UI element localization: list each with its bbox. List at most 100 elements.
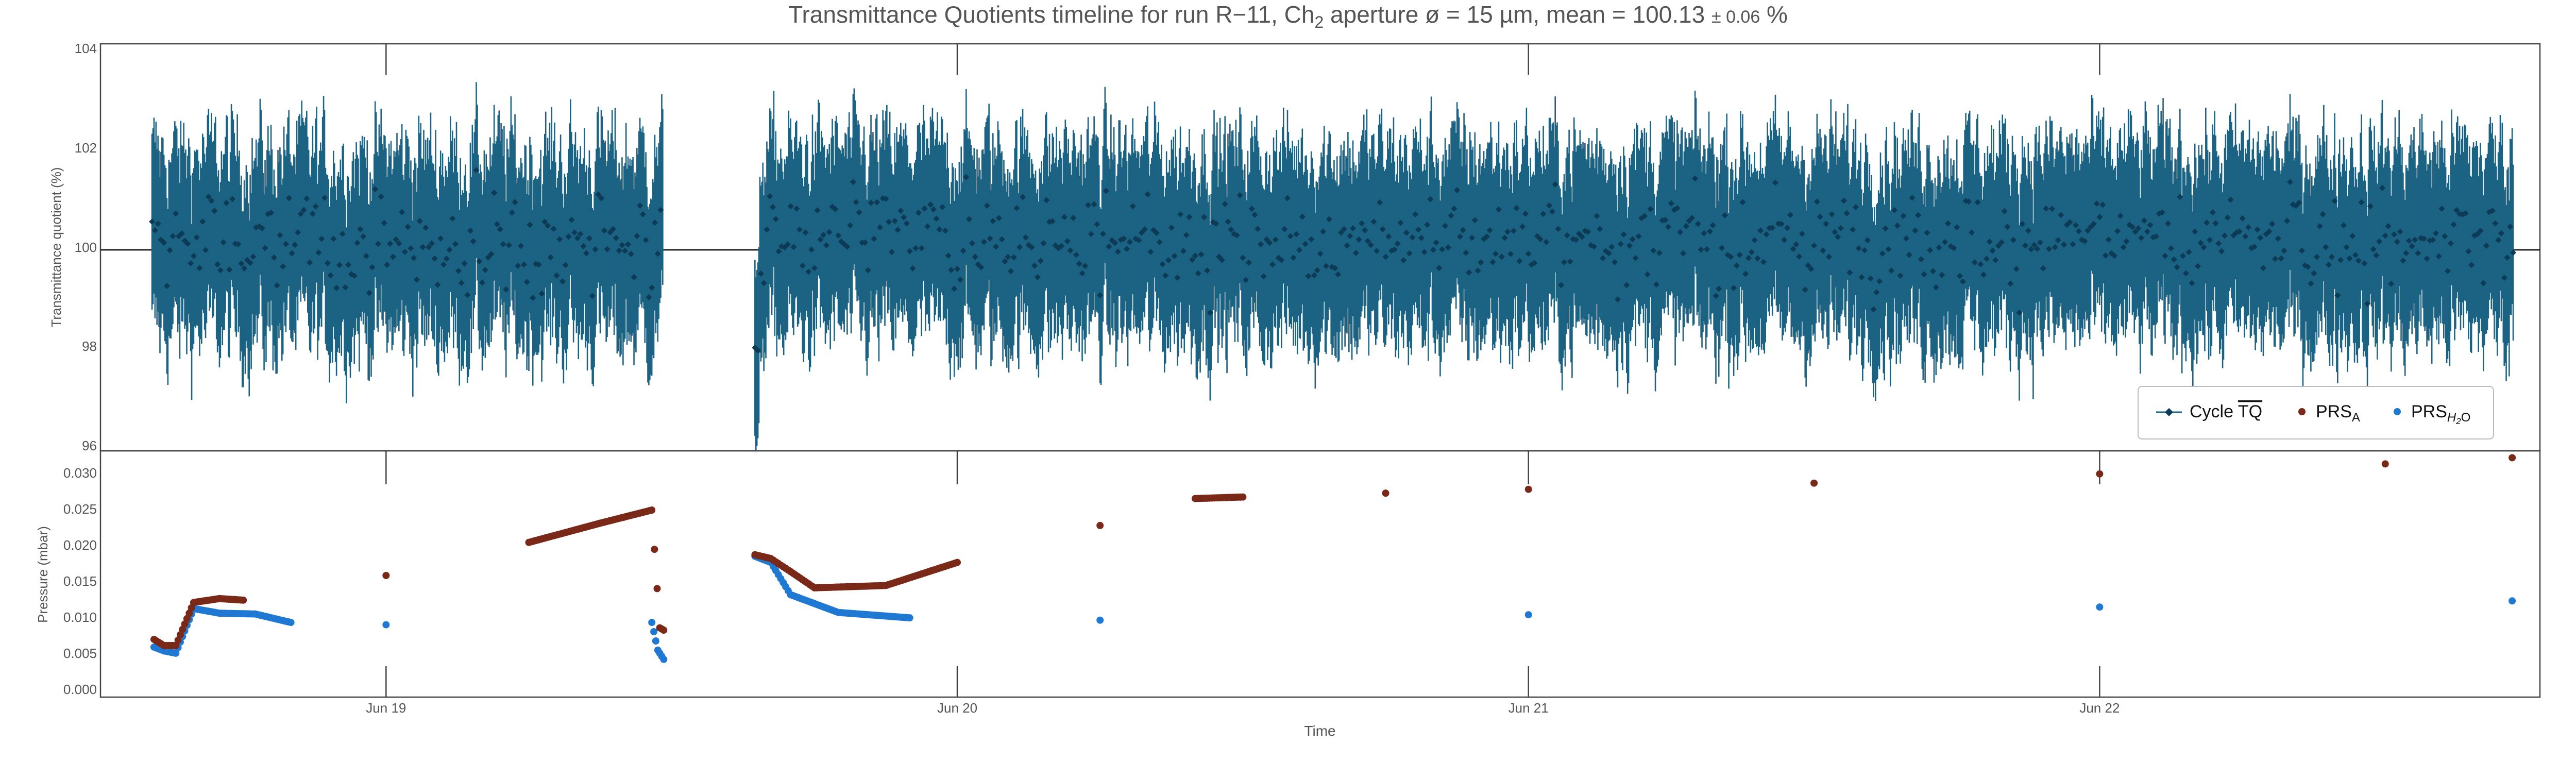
tq-marker xyxy=(214,261,221,268)
tq-marker xyxy=(1951,245,1957,251)
tq-marker xyxy=(184,240,191,247)
tq-marker xyxy=(178,230,185,236)
tq-marker xyxy=(2331,198,2338,205)
tq-marker xyxy=(2075,228,2082,234)
tq-marker xyxy=(757,270,764,277)
tq-marker xyxy=(2165,220,2172,227)
tq-marker xyxy=(1546,202,1553,209)
tq-marker xyxy=(796,226,803,233)
tq-marker xyxy=(1302,241,1309,247)
tq-marker xyxy=(1882,225,1889,232)
title-part-sub: 2 xyxy=(1314,13,1324,31)
tq-marker xyxy=(1823,221,1829,227)
tq-marker xyxy=(208,197,215,204)
tq-marker xyxy=(2239,215,2246,222)
tq-marker xyxy=(238,260,245,267)
tq-marker xyxy=(2364,300,2371,307)
tq-marker xyxy=(401,248,408,255)
tq-marker xyxy=(1564,232,1570,239)
tq-marker xyxy=(1680,250,1686,257)
tq-marker xyxy=(960,247,967,254)
legend-prs-h2o-text: PRS xyxy=(2411,402,2447,421)
tq-marker xyxy=(865,267,871,274)
tq-marker xyxy=(853,199,859,206)
tq-marker xyxy=(811,265,818,272)
tq-marker xyxy=(1956,273,1963,279)
tq-marker xyxy=(467,227,473,234)
tq-marker xyxy=(1347,233,1353,240)
tq-marker xyxy=(912,245,919,251)
tq-marker xyxy=(586,235,592,242)
tq-marker xyxy=(2489,207,2496,214)
tq-marker xyxy=(1391,246,1398,253)
tq-marker xyxy=(583,250,590,257)
tq-marker xyxy=(559,278,566,285)
tq-marker xyxy=(1364,238,1371,244)
tq-marker xyxy=(2022,242,2029,249)
prs-a-point xyxy=(648,506,656,514)
tq-marker xyxy=(2304,263,2311,270)
tq-marker xyxy=(1424,222,1431,228)
tq-marker xyxy=(2236,228,2243,235)
tq-marker xyxy=(1995,242,2002,249)
tq-marker xyxy=(2102,252,2109,259)
tq-marker xyxy=(598,195,605,201)
tq-marker xyxy=(2197,240,2204,246)
tq-marker xyxy=(312,203,319,210)
tq-marker xyxy=(2001,208,2008,214)
tq-marker xyxy=(1626,243,1633,249)
tq-marker xyxy=(1103,188,1109,194)
tq-marker xyxy=(1489,259,1496,265)
tq-marker xyxy=(577,231,584,238)
tq-marker xyxy=(966,216,973,223)
tq-marker xyxy=(2337,257,2344,263)
tq-marker xyxy=(1825,253,1832,260)
tq-marker xyxy=(2245,224,2252,231)
tq-marker xyxy=(1144,191,1151,198)
tq-marker xyxy=(2242,233,2249,240)
tq-marker xyxy=(1843,210,1850,217)
tq-marker xyxy=(1873,289,1880,296)
tq-marker xyxy=(366,290,372,296)
tq-marker xyxy=(1706,228,1713,235)
tq-marker xyxy=(1585,228,1591,235)
tq-marker xyxy=(1174,275,1181,281)
tq-marker xyxy=(1136,237,1142,244)
tq-marker xyxy=(1374,248,1380,255)
tq-marker xyxy=(1156,239,1163,245)
tq-marker xyxy=(500,241,506,247)
tq-marker xyxy=(2061,241,2067,248)
prs-h2o-point xyxy=(660,655,668,663)
tq-marker xyxy=(2221,232,2228,239)
tq-marker xyxy=(1647,206,1654,212)
tq-marker xyxy=(387,240,394,247)
tq-marker xyxy=(1097,292,1104,298)
top-ytick-label: 100 xyxy=(75,240,97,255)
tq-marker xyxy=(330,235,337,242)
tq-marker xyxy=(1466,269,1472,276)
tq-marker xyxy=(1924,229,1930,236)
tq-marker xyxy=(1233,232,1240,239)
tq-marker xyxy=(289,250,295,257)
tq-marker xyxy=(1385,233,1392,240)
tq-marker xyxy=(2007,280,2014,287)
tq-marker xyxy=(163,282,170,289)
tq-marker xyxy=(449,215,456,222)
tq-marker xyxy=(1281,226,1288,232)
tq-marker xyxy=(1337,229,1344,236)
tq-marker xyxy=(1088,231,1094,238)
tq-marker xyxy=(419,244,426,250)
tq-marker xyxy=(1885,246,1892,252)
tq-marker xyxy=(793,205,800,212)
tq-marker xyxy=(957,276,963,283)
tq-marker xyxy=(217,267,224,274)
tq-marker xyxy=(657,207,664,213)
tq-marker xyxy=(1635,233,1642,240)
tq-marker xyxy=(2400,257,2406,264)
tq-marker xyxy=(550,225,557,232)
tq-marker xyxy=(1493,250,1499,257)
tq-marker xyxy=(538,291,545,297)
tq-marker xyxy=(1543,239,1550,245)
tq-marker xyxy=(2052,244,2058,250)
